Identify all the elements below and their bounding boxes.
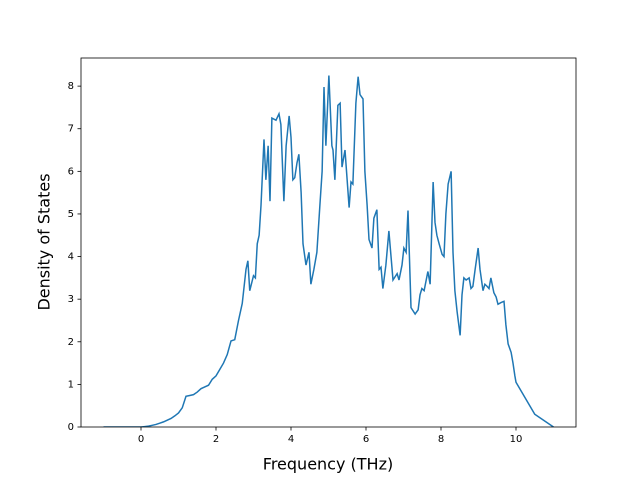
y-tick-label: 8 <box>68 81 74 92</box>
line <box>103 75 554 427</box>
y-tick-label: 6 <box>68 166 74 177</box>
x-tick-label: 10 <box>510 434 523 445</box>
y-tick-label: 0 <box>68 422 74 433</box>
x-tick-label: 0 <box>138 434 144 445</box>
x-tick-label: 6 <box>363 434 369 445</box>
x-tick-label: 4 <box>288 434 294 445</box>
x-tick-label: 2 <box>213 434 219 445</box>
y-tick-label: 5 <box>68 209 74 220</box>
x-axis-label: Frequency (THz) <box>263 455 393 474</box>
y-tick-label: 1 <box>68 379 74 390</box>
y-tick-label: 4 <box>68 252 74 263</box>
y-tick-label: 7 <box>68 124 74 135</box>
x-tick-label: 8 <box>438 434 444 445</box>
y-tick-label: 2 <box>68 337 74 348</box>
plot-frame <box>80 57 577 428</box>
y-tick-label: 3 <box>68 294 74 305</box>
y-axis-label: Density of States <box>35 173 54 310</box>
